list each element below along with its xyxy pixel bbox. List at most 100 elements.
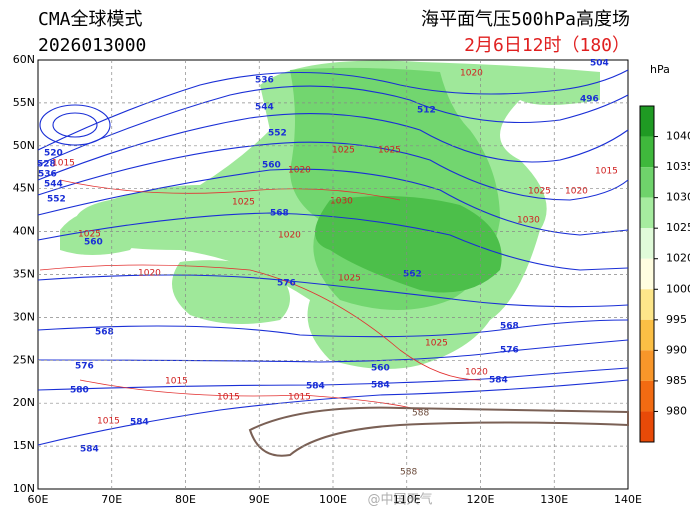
ridge-label: 588 xyxy=(412,409,429,419)
ridge-label: 588 xyxy=(400,468,417,478)
height-label: 584 xyxy=(306,382,325,392)
height-label: 528 xyxy=(37,160,56,170)
height-label: 504 xyxy=(590,59,609,69)
height-label: 560 xyxy=(262,161,281,171)
pressure-label: 1020 xyxy=(465,368,488,378)
run-time: 2026013000 xyxy=(38,35,146,56)
height-label: 496 xyxy=(580,95,599,105)
lon-label: 80E xyxy=(175,493,196,506)
pressure-label: 1025 xyxy=(378,146,401,156)
colorbar-swatch xyxy=(640,258,654,290)
colorbar-swatch xyxy=(640,289,654,320)
pressure-label: 1020 xyxy=(460,69,483,79)
lat-label: 10N xyxy=(13,482,35,495)
height-label: 536 xyxy=(38,170,57,180)
lat-label: 30N xyxy=(13,310,35,323)
height-label: 560 xyxy=(371,364,390,374)
pressure-label: 1025 xyxy=(338,274,361,284)
lon-label: 90E xyxy=(249,493,270,506)
pressure-label: 1015 xyxy=(217,393,240,403)
model-name: CMA全球模式 xyxy=(38,9,143,30)
pressure-label: 1020 xyxy=(278,231,301,241)
colorbar-label: 1000 xyxy=(666,282,690,295)
height-label: 552 xyxy=(47,195,66,205)
height-label: 576 xyxy=(500,346,519,356)
height-label: 576 xyxy=(75,362,94,372)
colorbar-swatch xyxy=(640,319,654,351)
height-label: 512 xyxy=(417,106,436,116)
contour-588 xyxy=(248,406,629,457)
pressure-label: 1025 xyxy=(332,146,355,156)
colorbar-swatch xyxy=(640,136,654,168)
colorbar-label: 995 xyxy=(666,313,687,326)
pressure-label: 1030 xyxy=(517,216,540,226)
height-label: 576 xyxy=(277,279,296,289)
contour-labels: 5365445525605685765845044965125685765845… xyxy=(37,59,618,478)
colorbar-swatch xyxy=(640,350,654,381)
pressure-label: 1015 xyxy=(52,159,75,169)
colorbar-swatch xyxy=(640,228,654,259)
lat-label: 25N xyxy=(13,353,35,366)
colorbar-swatch xyxy=(640,167,654,198)
height-label: 584 xyxy=(371,381,390,391)
lon-label: 100E xyxy=(319,493,347,506)
colorbar-label: 980 xyxy=(666,404,687,417)
pressure-label: 1020 xyxy=(138,269,161,279)
colorbar-unit: hPa xyxy=(650,63,670,76)
pressure-label: 1015 xyxy=(595,167,618,177)
colorbar-label: 1040 xyxy=(666,130,690,143)
pressure-label: 1020 xyxy=(565,187,588,197)
pressure-label: 1025 xyxy=(425,339,448,349)
colorbar-label: 1020 xyxy=(666,252,690,265)
height-label: 584 xyxy=(489,376,508,386)
colorbar-swatch xyxy=(640,411,654,442)
lon-label: 130E xyxy=(540,493,568,506)
pressure-label: 1030 xyxy=(330,197,353,207)
pressure-label: 1015 xyxy=(165,377,188,387)
colorbar-swatch xyxy=(640,197,654,229)
colorbar-label: 1030 xyxy=(666,191,690,204)
pressure-label: 1025 xyxy=(528,187,551,197)
lat-label: 45N xyxy=(13,182,35,195)
colorbar-label: 1025 xyxy=(666,221,690,234)
lat-label: 50N xyxy=(13,139,35,152)
height-label: 568 xyxy=(270,209,289,219)
height-label: 520 xyxy=(44,149,63,159)
pressure-label: 1025 xyxy=(78,230,101,240)
pressure-label: 1025 xyxy=(232,198,255,208)
map-title: 海平面气压500hPa高度场 xyxy=(421,9,630,30)
colorbar-label: 990 xyxy=(666,343,687,356)
colorbar-label: 1035 xyxy=(666,160,690,173)
lon-label: 70E xyxy=(101,493,122,506)
height-label: 568 xyxy=(95,328,114,338)
colorbar-swatch xyxy=(640,106,654,137)
lon-label: 110E xyxy=(393,493,421,506)
height-label: 584 xyxy=(130,418,149,428)
lat-label: 40N xyxy=(13,225,35,238)
height-label: 560 xyxy=(84,238,103,248)
pressure-label: 1020 xyxy=(288,166,311,176)
height-label: 580 xyxy=(70,386,89,396)
height-label: 544 xyxy=(255,103,274,113)
lat-label: 60N xyxy=(13,53,35,66)
height-label: 536 xyxy=(255,76,274,86)
lon-label: 140E xyxy=(614,493,642,506)
lat-label: 15N xyxy=(13,439,35,452)
lon-label: 120E xyxy=(467,493,495,506)
lat-label: 35N xyxy=(13,268,35,281)
lon-label: 60E xyxy=(28,493,49,506)
height-label: 544 xyxy=(44,180,63,190)
height-label: 584 xyxy=(80,445,99,455)
colorbar: hPa 1040 1035 1030 1025 1020 1000 995 990 985 980 xyxy=(639,63,690,443)
valid-time: 2月6日12时（180） xyxy=(464,35,630,56)
height-label: 552 xyxy=(268,129,287,139)
watermark: @中国天气 xyxy=(367,492,432,508)
colorbar-swatch xyxy=(640,380,654,412)
pressure-label: 1015 xyxy=(288,393,311,403)
lat-label: 55N xyxy=(13,96,35,109)
pressure-label: 1015 xyxy=(97,417,120,427)
colorbar-label: 985 xyxy=(666,374,687,387)
